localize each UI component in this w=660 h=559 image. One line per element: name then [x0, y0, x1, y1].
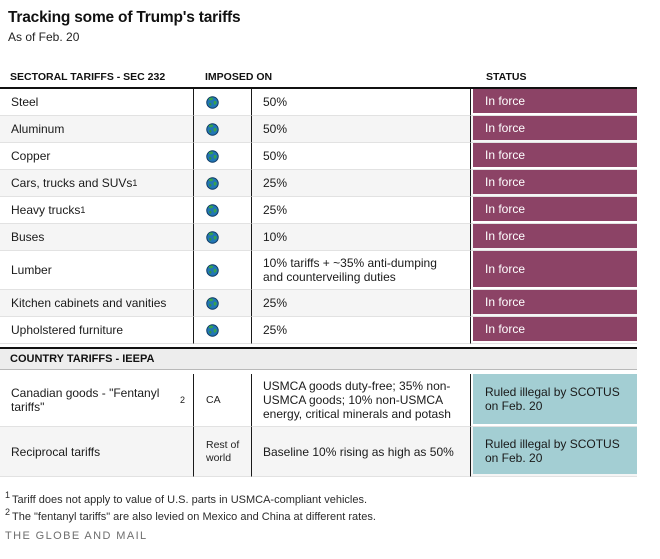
status-cell: In force — [470, 317, 637, 344]
table-row: Kitchen cabinets and vanities 25% In forc… — [0, 290, 637, 317]
imposed-on-cell: CA — [193, 374, 252, 427]
status-cell: In force — [470, 170, 637, 197]
status-cell: In force — [470, 224, 637, 251]
table-row: Heavy trucks 1 25% In force — [0, 197, 637, 224]
status-cell: In force — [470, 116, 637, 143]
globe-icon — [206, 296, 219, 310]
row-item-label: Cars, trucks and SUVs 1 — [0, 170, 193, 197]
page-title: Tracking some of Trump's tariffs — [8, 9, 241, 26]
status-badge: Ruled illegal by SCOTUS on Feb. 20 — [473, 427, 637, 474]
tariff-rate: 25% — [252, 317, 470, 344]
globe-icon — [206, 95, 219, 109]
footnote: 2 The "fentanyl tariffs" are also levied … — [5, 507, 376, 523]
row-item-label: Copper — [0, 143, 193, 170]
imposed-on-cell — [193, 170, 252, 197]
footnote: 1 Tariff does not apply to value of U.S. … — [5, 490, 368, 506]
globe-icon — [206, 203, 219, 217]
row-item-label: Aluminum — [0, 116, 193, 143]
imposed-on-cell: Rest of world — [193, 427, 252, 477]
table-row: Cars, trucks and SUVs 1 25% In force — [0, 170, 637, 197]
status-cell: Ruled illegal by SCOTUS on Feb. 20 — [470, 374, 637, 427]
row-item-label: Reciprocal tariffs — [0, 427, 193, 477]
status-badge: In force — [473, 251, 637, 287]
tariff-rate: 25% — [252, 170, 470, 197]
tariff-rate: 50% — [252, 116, 470, 143]
sectoral-tariffs-section: Steel 50% In force Aluminum 50% In force Cop… — [0, 89, 637, 344]
status-badge: In force — [473, 224, 637, 248]
tariff-rate: 10% — [252, 224, 470, 251]
status-cell: Ruled illegal by SCOTUS on Feb. 20 — [470, 427, 637, 477]
table-row: Lumber 10% tariffs + ~35% anti-dumping a… — [0, 251, 637, 290]
status-badge: Ruled illegal by SCOTUS on Feb. 20 — [473, 374, 637, 424]
status-badge: In force — [473, 116, 637, 140]
globe-icon — [206, 263, 219, 277]
row-item-label: Lumber — [0, 251, 193, 290]
tariff-rate: 25% — [252, 197, 470, 224]
globe-icon — [206, 122, 219, 136]
table-row: Buses 10% In force — [0, 224, 637, 251]
source-credit: THE GLOBE AND MAIL — [5, 530, 148, 542]
table-row: Copper 50% In force — [0, 143, 637, 170]
table-row: Aluminum 50% In force — [0, 116, 637, 143]
table-row: Upholstered furniture 25% In force — [0, 317, 637, 344]
footnotes: 1 Tariff does not apply to value of U.S. … — [5, 490, 660, 523]
imposed-on-cell — [193, 224, 252, 251]
imposed-on-label: CA — [206, 393, 221, 406]
tariff-rate: 50% — [252, 143, 470, 170]
imposed-on-cell — [193, 116, 252, 143]
row-item-label: Steel — [0, 89, 193, 116]
table-row: Canadian goods - "Fentanyl tariffs" 2 CA US… — [0, 374, 637, 427]
status-badge: In force — [473, 290, 637, 314]
row-item-label: Heavy trucks 1 — [0, 197, 193, 224]
status-badge: In force — [473, 197, 637, 221]
imposed-on-cell — [193, 290, 252, 317]
status-badge: In force — [473, 143, 637, 167]
country-tariffs-band: COUNTRY TARIFFS - IEEPA — [0, 347, 637, 370]
table-row: Steel 50% In force — [0, 89, 637, 116]
status-cell: In force — [470, 143, 637, 170]
column-header-sectoral: SECTORAL TARIFFS - SEC 232 — [10, 71, 166, 83]
imposed-on-cell — [193, 197, 252, 224]
status-badge: In force — [473, 170, 637, 194]
globe-icon — [206, 230, 219, 244]
imposed-on-cell — [193, 251, 252, 290]
imposed-on-cell — [193, 89, 252, 116]
row-item-label: Canadian goods - "Fentanyl tariffs" 2 — [0, 374, 193, 427]
column-header-row: SECTORAL TARIFFS - SEC 232 IMPOSED ON ST… — [0, 67, 660, 87]
status-badge: In force — [473, 89, 637, 113]
tariff-rate: Baseline 10% rising as high as 50% — [252, 427, 470, 477]
country-tariffs-section: Canadian goods - "Fentanyl tariffs" 2 CA US… — [0, 374, 637, 477]
tariff-rate: 50% — [252, 89, 470, 116]
row-item-label: Upholstered furniture — [0, 317, 193, 344]
imposed-on-cell — [193, 317, 252, 344]
tariff-rate: 10% tariffs + ~35% anti-dumping and coun… — [252, 251, 470, 290]
tariff-table: Steel 50% In force Aluminum 50% In force Cop… — [0, 87, 637, 477]
globe-icon — [206, 176, 219, 190]
status-cell: In force — [470, 290, 637, 317]
table-row: Reciprocal tariffs Rest of world Baseline … — [0, 427, 637, 477]
imposed-on-label: Rest of world — [206, 438, 240, 464]
status-cell: In force — [470, 89, 637, 116]
globe-icon — [206, 149, 219, 163]
globe-icon — [206, 323, 219, 337]
row-item-label: Kitchen cabinets and vanities — [0, 290, 193, 317]
column-header-imposed-on: IMPOSED ON — [205, 71, 273, 83]
status-badge: In force — [473, 317, 637, 341]
tariff-rate: USMCA goods duty-free; 35% non-USMCA goo… — [252, 374, 470, 427]
column-header-status: STATUS — [486, 71, 527, 83]
status-cell: In force — [470, 251, 637, 290]
page-subtitle: As of Feb. 20 — [8, 30, 80, 44]
imposed-on-cell — [193, 143, 252, 170]
status-cell: In force — [470, 197, 637, 224]
tariff-rate: 25% — [252, 290, 470, 317]
row-item-label: Buses — [0, 224, 193, 251]
